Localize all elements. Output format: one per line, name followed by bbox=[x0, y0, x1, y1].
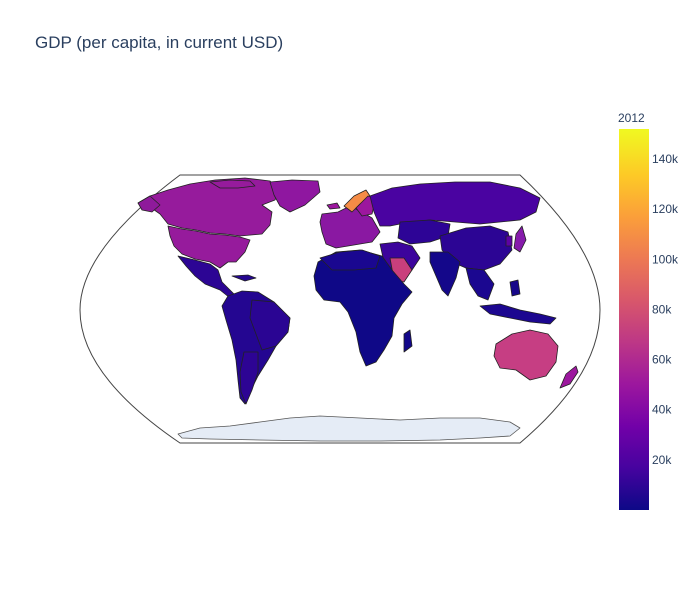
region-usa[interactable] bbox=[167, 225, 251, 269]
region-madagascar[interactable] bbox=[403, 329, 413, 353]
region-new-zealand[interactable] bbox=[559, 365, 579, 389]
region-iceland[interactable] bbox=[326, 202, 341, 210]
colorbar-title: 2012 bbox=[618, 111, 645, 125]
region-india[interactable] bbox=[429, 251, 461, 297]
region-antarctica[interactable] bbox=[177, 415, 521, 442]
colorbar: 2012 20k 40k 60k 80k 100k 120k 140k bbox=[618, 111, 679, 510]
region-north-africa[interactable] bbox=[319, 249, 381, 271]
region-philippines[interactable] bbox=[509, 279, 521, 297]
region-arctic-islands[interactable] bbox=[209, 179, 256, 189]
chart-title: GDP (per capita, in current USD) bbox=[35, 33, 284, 52]
region-australia[interactable] bbox=[493, 329, 559, 381]
region-korea[interactable] bbox=[505, 235, 513, 247]
colorbar-gradient bbox=[619, 129, 649, 510]
region-greenland[interactable] bbox=[269, 179, 321, 213]
colorbar-tick-label: 80k bbox=[652, 302, 672, 316]
region-brazil[interactable] bbox=[249, 299, 291, 351]
region-indonesia[interactable] bbox=[479, 303, 557, 325]
region-japan[interactable] bbox=[513, 225, 527, 253]
colorbar-tick-label: 120k bbox=[652, 202, 679, 216]
colorbar-tick-label: 140k bbox=[652, 152, 679, 166]
region-central-asia[interactable] bbox=[397, 219, 451, 245]
region-argentina[interactable] bbox=[239, 351, 259, 405]
region-southeast-asia[interactable] bbox=[465, 267, 495, 301]
region-russia[interactable] bbox=[369, 181, 541, 227]
colorbar-tick-label: 40k bbox=[652, 403, 672, 417]
region-alaska[interactable] bbox=[137, 195, 161, 213]
colorbar-tick-label: 60k bbox=[652, 353, 672, 367]
region-caribbean[interactable] bbox=[231, 274, 257, 282]
region-africa[interactable] bbox=[313, 249, 413, 367]
colorbar-tick-label: 20k bbox=[652, 453, 672, 467]
region-canada[interactable] bbox=[137, 177, 281, 237]
colorbar-tick-label: 100k bbox=[652, 252, 679, 266]
countries bbox=[137, 177, 579, 442]
